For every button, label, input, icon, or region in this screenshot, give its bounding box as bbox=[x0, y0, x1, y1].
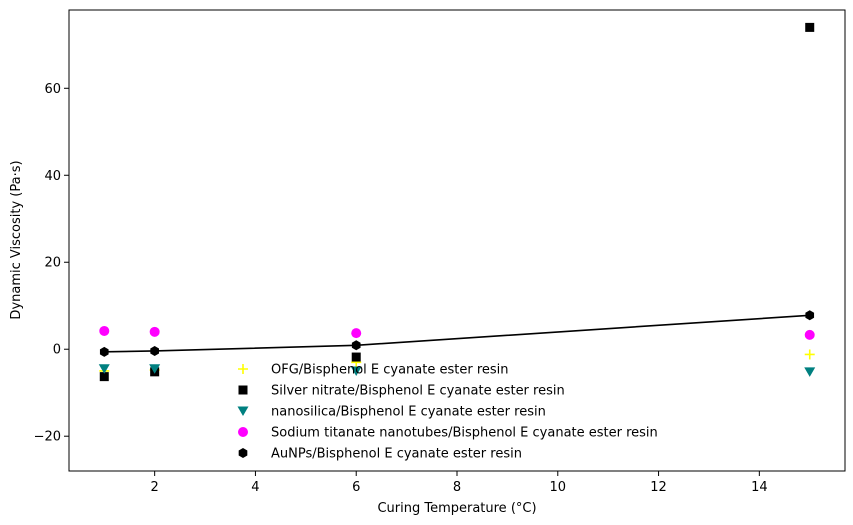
y-tick-label: 20 bbox=[44, 256, 61, 271]
data-point bbox=[149, 364, 161, 374]
x-tick-label: 12 bbox=[650, 480, 667, 495]
x-tick-label: 4 bbox=[251, 480, 259, 495]
series-4 bbox=[99, 325, 815, 340]
legend-marker bbox=[238, 427, 248, 437]
data-point bbox=[99, 346, 109, 357]
plot-background bbox=[69, 10, 845, 471]
legend: OFG/Bisphenol E cyanate ester resin Silve… bbox=[237, 363, 658, 462]
legend-marker bbox=[237, 406, 249, 416]
data-point bbox=[98, 364, 110, 374]
data-point bbox=[804, 367, 816, 377]
data-point bbox=[804, 349, 815, 360]
x-tick-label: 2 bbox=[151, 480, 159, 495]
legend-item: OFG/Bisphenol E cyanate ester resin bbox=[238, 363, 509, 378]
x-tick-label: 14 bbox=[751, 480, 768, 495]
data-point bbox=[350, 366, 362, 376]
y-tick-label: −20 bbox=[34, 430, 61, 445]
y-tick-label: 40 bbox=[44, 169, 61, 184]
y-tick-label: 0 bbox=[53, 343, 61, 358]
legend-marker bbox=[238, 364, 248, 374]
data-point bbox=[150, 345, 159, 356]
x-axis-label: Curing Temperature (°C) bbox=[377, 501, 536, 516]
legend-marker bbox=[238, 448, 248, 458]
data-point bbox=[99, 325, 110, 336]
y-axis: −20 0 20 40 60 bbox=[34, 82, 69, 445]
data-point bbox=[351, 328, 362, 339]
legend-label: OFG/Bisphenol E cyanate ester resin bbox=[271, 363, 509, 378]
series-line bbox=[104, 314, 810, 353]
legend-label: nanosilica/Bisphenol E cyanate ester res… bbox=[271, 405, 546, 420]
data-point bbox=[149, 326, 160, 337]
x-tick-label: 6 bbox=[352, 480, 360, 495]
data-point bbox=[805, 22, 815, 32]
legend-label: AuNPs/Bisphenol E cyanate ester resin bbox=[271, 447, 522, 462]
x-axis: 2 4 6 8 10 12 14 bbox=[151, 471, 768, 495]
legend-item: Sodium titanate nanotubes/Bisphenol E cy… bbox=[238, 426, 658, 441]
legend-marker bbox=[238, 385, 248, 395]
data-point bbox=[804, 329, 815, 340]
series-layer bbox=[98, 22, 816, 382]
legend-label: Sodium titanate nanotubes/Bisphenol E cy… bbox=[271, 426, 658, 441]
x-tick-label: 8 bbox=[453, 480, 461, 495]
series-3 bbox=[98, 364, 816, 377]
x-tick-label: 10 bbox=[550, 480, 567, 495]
legend-item: nanosilica/Bisphenol E cyanate ester res… bbox=[237, 405, 546, 420]
data-point bbox=[351, 340, 361, 351]
y-tick-label: 60 bbox=[44, 82, 61, 97]
legend-item: AuNPs/Bisphenol E cyanate ester resin bbox=[238, 447, 522, 462]
data-point bbox=[351, 352, 361, 362]
series-5 bbox=[99, 310, 815, 357]
legend-label: Silver nitrate/Bisphenol E cyanate ester… bbox=[271, 384, 565, 399]
legend-item: Silver nitrate/Bisphenol E cyanate ester… bbox=[238, 384, 565, 399]
data-point bbox=[99, 372, 109, 382]
data-point bbox=[805, 310, 815, 321]
y-axis-label: Dynamic Viscosity (Pa·s) bbox=[9, 160, 24, 319]
